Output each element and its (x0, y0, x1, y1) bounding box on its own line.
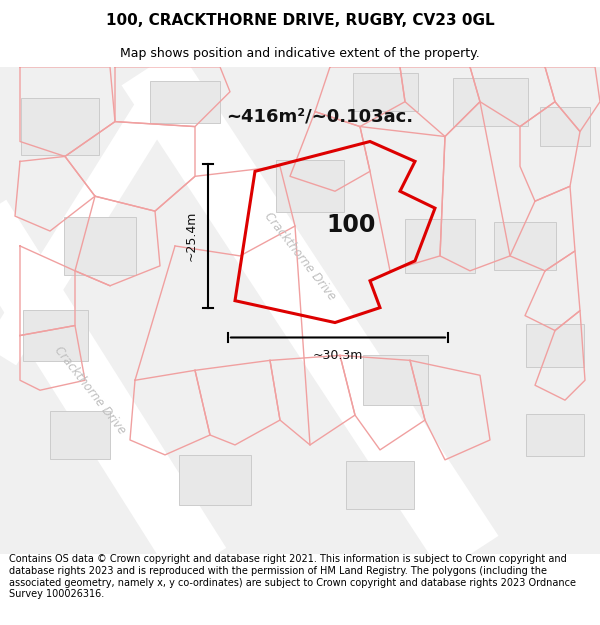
Polygon shape (276, 161, 344, 212)
Polygon shape (452, 78, 527, 126)
Polygon shape (526, 414, 584, 456)
Polygon shape (21, 98, 99, 156)
Polygon shape (23, 309, 88, 361)
Text: 100: 100 (326, 213, 376, 237)
Text: Crackthorne Drive: Crackthorne Drive (52, 344, 128, 437)
Text: ~416m²/~0.103ac.: ~416m²/~0.103ac. (226, 107, 413, 126)
Polygon shape (64, 217, 136, 275)
Polygon shape (179, 455, 251, 504)
Polygon shape (150, 81, 220, 122)
Text: Map shows position and indicative extent of the property.: Map shows position and indicative extent… (120, 47, 480, 60)
Polygon shape (540, 107, 590, 146)
Text: 100, CRACKTHORNE DRIVE, RUGBY, CV23 0GL: 100, CRACKTHORNE DRIVE, RUGBY, CV23 0GL (106, 13, 494, 28)
Polygon shape (526, 324, 584, 368)
Polygon shape (122, 48, 499, 573)
Polygon shape (405, 219, 475, 273)
Polygon shape (346, 461, 414, 509)
Text: ~25.4m: ~25.4m (185, 211, 198, 261)
Text: Contains OS data © Crown copyright and database right 2021. This information is : Contains OS data © Crown copyright and d… (9, 554, 576, 599)
Text: Crackthorne Drive: Crackthorne Drive (262, 209, 338, 302)
Polygon shape (0, 57, 196, 366)
Text: ~30.3m: ~30.3m (313, 349, 363, 362)
Polygon shape (494, 222, 556, 270)
Polygon shape (50, 411, 110, 459)
Polygon shape (362, 356, 427, 405)
Polygon shape (0, 200, 226, 581)
Polygon shape (353, 73, 418, 111)
